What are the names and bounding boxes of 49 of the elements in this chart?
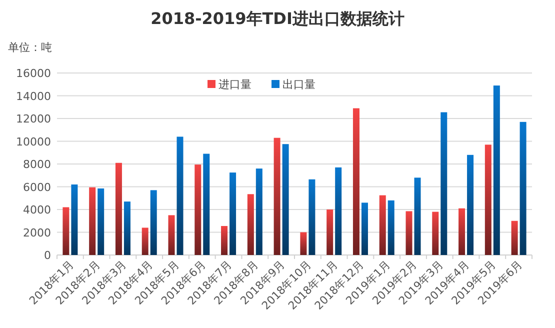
bar: [168, 215, 175, 255]
bar: [520, 122, 526, 255]
legend-label: 出口量: [282, 78, 316, 91]
bar: [221, 226, 228, 255]
chart-title: 2018-2019年TDI进出口数据统计: [150, 9, 404, 28]
bar: [335, 167, 342, 255]
bar: [142, 228, 148, 255]
bar: [71, 184, 78, 255]
bar: [282, 144, 289, 255]
bar: [493, 86, 500, 255]
y-axis-title: 单位：吨: [8, 41, 52, 54]
bar: [274, 138, 280, 255]
bar: [361, 202, 368, 255]
bar: [247, 194, 254, 255]
legend-label: 进口量: [218, 78, 252, 91]
bar: [300, 232, 307, 255]
bar: [203, 154, 210, 255]
bar: [388, 200, 394, 255]
bar: [511, 220, 518, 255]
bar: [194, 164, 202, 255]
bar: [467, 154, 474, 255]
bar: [150, 190, 157, 255]
bar: [352, 108, 360, 255]
y-tick-label: 16000: [16, 67, 51, 80]
bar: [176, 136, 184, 255]
bar: [124, 202, 130, 255]
bar: [115, 162, 122, 255]
bar: [406, 211, 412, 255]
y-tick-label: 8000: [23, 158, 51, 171]
y-tick-label: 10000: [16, 135, 51, 148]
bar: [230, 172, 236, 255]
bar: [62, 207, 70, 255]
bar: [379, 195, 386, 255]
bar: [440, 112, 448, 255]
bar: [458, 208, 466, 255]
bar: [256, 168, 262, 255]
bar: [414, 178, 421, 255]
bar: [308, 179, 316, 255]
y-tick-label: 14000: [16, 90, 51, 103]
y-tick-label: 4000: [23, 204, 51, 216]
y-tick-label: 2000: [23, 226, 51, 240]
bar: [326, 210, 334, 255]
bar: [89, 187, 96, 255]
bar: [98, 188, 104, 255]
bar: [432, 212, 439, 255]
y-tick-label: 0: [44, 249, 51, 262]
y-tick-label: 12000: [16, 112, 51, 126]
bar: [484, 144, 492, 255]
y-tick-label: 6000: [23, 180, 51, 194]
